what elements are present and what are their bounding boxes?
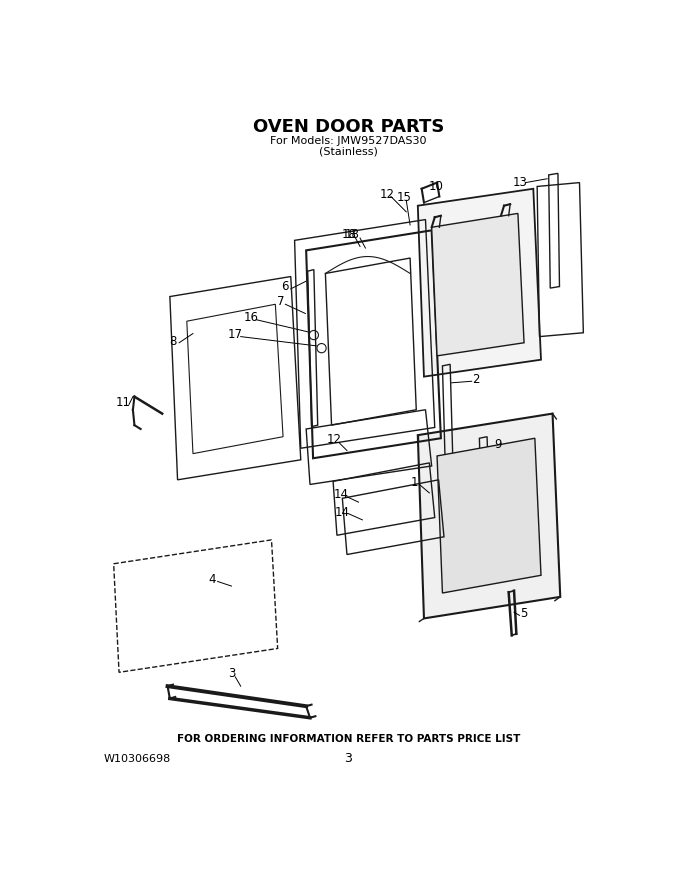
Text: W10306698: W10306698 [103, 753, 171, 764]
Text: OVEN DOOR PARTS: OVEN DOOR PARTS [253, 118, 444, 136]
Text: 17: 17 [228, 327, 243, 341]
Text: 14: 14 [335, 506, 350, 518]
Text: For Models: JMW9527DAS30: For Models: JMW9527DAS30 [270, 136, 427, 146]
Text: (Stainless): (Stainless) [319, 147, 378, 157]
Text: 4: 4 [209, 573, 216, 586]
Polygon shape [432, 213, 524, 356]
Polygon shape [437, 438, 541, 593]
Text: 9: 9 [494, 438, 502, 451]
Text: 1: 1 [410, 476, 418, 489]
Text: 14: 14 [333, 488, 348, 501]
Text: 11: 11 [116, 396, 131, 409]
Text: 3: 3 [345, 752, 352, 765]
Text: 16: 16 [243, 311, 258, 324]
Text: 15: 15 [396, 191, 411, 204]
Text: 2: 2 [473, 373, 480, 386]
Text: 6: 6 [282, 280, 289, 293]
Text: 7: 7 [277, 296, 284, 309]
Text: 8: 8 [169, 334, 177, 348]
Text: 12: 12 [327, 433, 342, 446]
Text: 12: 12 [379, 187, 394, 201]
Text: 13: 13 [513, 176, 528, 189]
Text: 18: 18 [345, 229, 360, 241]
Text: 18: 18 [342, 228, 357, 241]
Text: FOR ORDERING INFORMATION REFER TO PARTS PRICE LIST: FOR ORDERING INFORMATION REFER TO PARTS … [177, 734, 520, 744]
Text: 5: 5 [520, 607, 528, 620]
Polygon shape [418, 414, 560, 619]
Polygon shape [418, 188, 541, 377]
Text: 10: 10 [429, 180, 444, 193]
Text: 3: 3 [228, 667, 235, 680]
